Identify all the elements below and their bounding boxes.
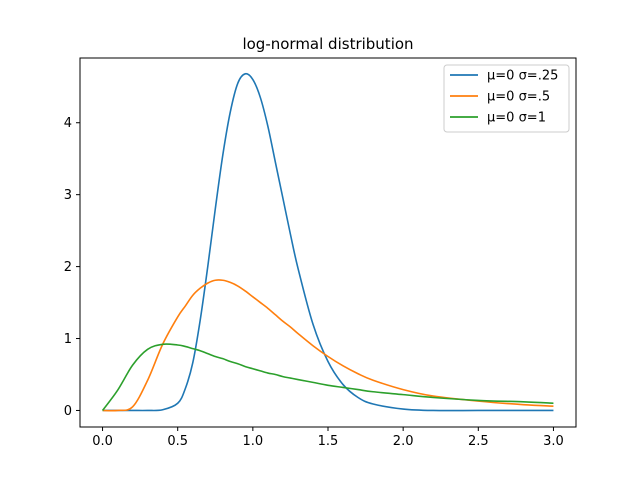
x-tick-label: 2.0 (393, 434, 414, 449)
x-tick-label: 1.5 (318, 434, 339, 449)
y-tick-label: 3 (64, 188, 72, 203)
legend-label: μ=0 σ=.5 (487, 90, 550, 105)
x-tick-label: 0.0 (92, 434, 113, 449)
y-tick-label: 4 (64, 116, 72, 131)
x-tick-label: 3.0 (543, 434, 564, 449)
legend-box (443, 64, 570, 133)
series-line-2 (102, 279, 554, 412)
series-line-1 (102, 72, 554, 412)
series-line-3 (101, 343, 554, 411)
y-tick-label: 1 (64, 332, 72, 347)
legend-label: μ=0 σ=1 (487, 111, 546, 126)
x-tick-label: 1.0 (243, 434, 264, 449)
legend: μ=0 σ=.25 μ=0 σ=.5 μ=0 σ=1 (443, 64, 570, 133)
y-tick-label: 0 (64, 404, 72, 419)
chart-title: log-normal distribution (242, 35, 413, 53)
legend-label: μ=0 σ=.25 (487, 69, 558, 84)
y-tick-label: 2 (64, 260, 72, 275)
x-tick-label: 2.5 (468, 434, 489, 449)
x-tick-label: 0.5 (167, 434, 188, 449)
